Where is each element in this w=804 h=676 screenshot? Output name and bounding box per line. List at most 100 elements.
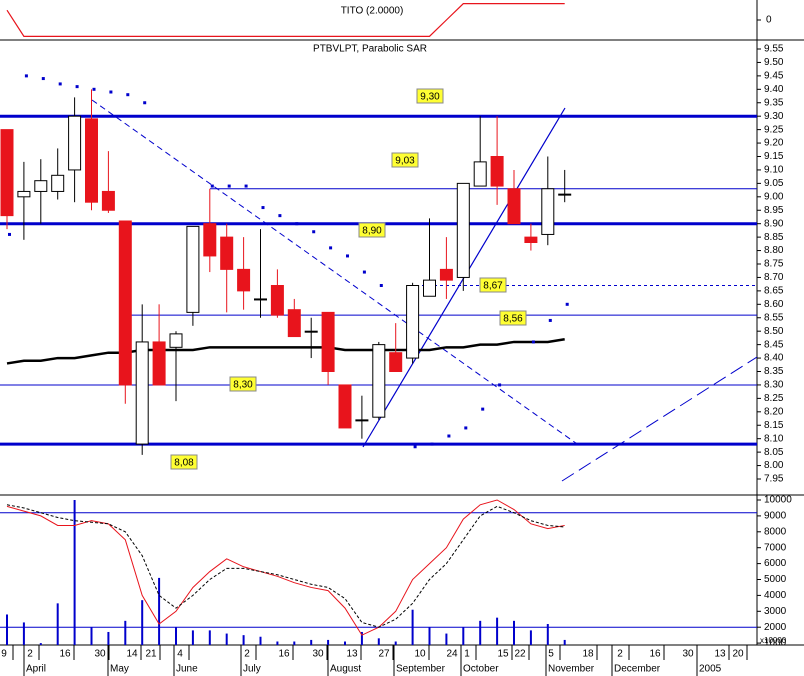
level-label-box [358,222,386,238]
y-tick-label: 8.80 [764,245,784,256]
sar-dot [413,445,417,449]
candle-body [541,188,555,235]
candle-body [85,118,98,203]
y-tick-label: 9.00 [764,191,784,202]
sar-dot [329,246,333,250]
candle-body [270,285,284,316]
month-label: November [548,664,595,675]
candle-body [490,156,504,187]
candle-body [135,341,149,445]
sar-dot [244,184,248,188]
sar-dot [481,407,485,411]
price-panel: 9,30 9,03 8,90 8,67 8,56 8,30 8,08 [0,74,757,470]
moving-average [6,338,565,365]
y-tick-label: 9.20 [764,138,784,149]
month-label: 2005 [699,664,722,675]
sar-dot [109,90,113,94]
y-tick-label: 9.40 [764,84,784,95]
level-label-box [229,376,257,392]
sar-dot [565,302,569,306]
month-label: May [110,664,129,675]
candle-body [321,311,335,372]
x-tick-label: 22 [514,649,526,660]
sar-dot [362,270,366,274]
y-tick-label: 8.40 [764,353,784,364]
oscillator-line [6,504,565,628]
candle-body [287,309,301,338]
chart-title: PTBVLPT, Parabolic SAR [313,44,427,55]
candle-body [389,352,403,372]
level-label: 8,67 [483,281,503,292]
volume-bar [175,627,177,645]
volume-bar [225,633,228,645]
y-tick-label: 9.35 [764,97,784,108]
candle-body [220,236,234,270]
x-tick-label: 4 [177,649,183,660]
x-tick-label: 30 [312,649,324,660]
y-tick-label: 4000 [764,590,787,601]
level-label: 9,30 [420,92,440,103]
sar-dot [447,434,451,438]
sar-dot [92,87,96,91]
candle-body [524,236,538,243]
candle-body [118,220,132,386]
x-tick-label: 16 [649,649,661,660]
volume-bar [259,636,262,645]
x-tick-label: 18 [582,649,594,660]
oscillator-panel [0,499,757,645]
level-label: 8,08 [174,458,194,469]
sar-dot [278,214,282,218]
x-tick-label: 15 [497,649,509,660]
x-tick-label: 16 [278,649,290,660]
y-tick-label: 8000 [764,526,787,537]
candle-body [237,268,251,292]
axes: 9.55 9.50 9.45 9.40 9.35 9.30 9.25 9.20 9.15 9.10… [1,15,792,676]
x-tick-label: 13 [714,649,726,660]
x-tick-label: 5 [548,649,554,660]
candle-body [101,190,115,211]
x-tick-label: 14 [126,649,138,660]
level-label: 8,30 [233,380,253,391]
volume-bar [310,639,313,645]
x-tick-label: 20 [732,649,744,660]
volume-bar [546,624,549,645]
volume-bar [496,617,499,645]
y-tick-label: 9.55 [764,44,784,55]
volume-bar [411,609,414,645]
x-tick-label: 2 [244,649,250,660]
level-label: 8,90 [362,226,382,237]
candle-body [152,341,166,386]
sar-dot [464,426,468,430]
volume-bar [22,622,25,645]
y-tick-label: 6000 [764,558,787,569]
x-tick-label: 21 [145,649,157,660]
volume-bar [39,643,42,645]
y-tick-label: 8.45 [764,339,784,350]
sar-dot [531,340,535,344]
sar-dot [295,222,299,226]
sar-dot [24,74,28,78]
volume-bar [242,635,245,645]
y-tick-label: 1000 [764,638,787,649]
sar-dot [379,284,383,287]
candle-body [51,174,65,192]
x-tick-label: 2 [27,649,33,660]
volume-bar [141,600,144,645]
y-tick-label: 8.55 [764,312,784,323]
y-tick-label: 8.90 [764,218,784,229]
unit-label: x10000 [760,636,787,645]
candle-body [186,225,200,313]
y-tick-label: 2000 [764,622,787,633]
y-tick-label: 8.65 [764,286,784,297]
x-tick-label: 30 [682,649,694,660]
y-tick-label: 5000 [764,574,787,585]
candle-body [355,419,369,422]
x-tick-label: 1 [464,649,470,660]
y-tick-label: 9.25 [764,124,784,135]
candle-body [507,188,521,225]
y-tick-label: 8.95 [764,205,784,216]
indicator-line [6,3,565,37]
y-tick-label: 8.50 [764,326,784,337]
